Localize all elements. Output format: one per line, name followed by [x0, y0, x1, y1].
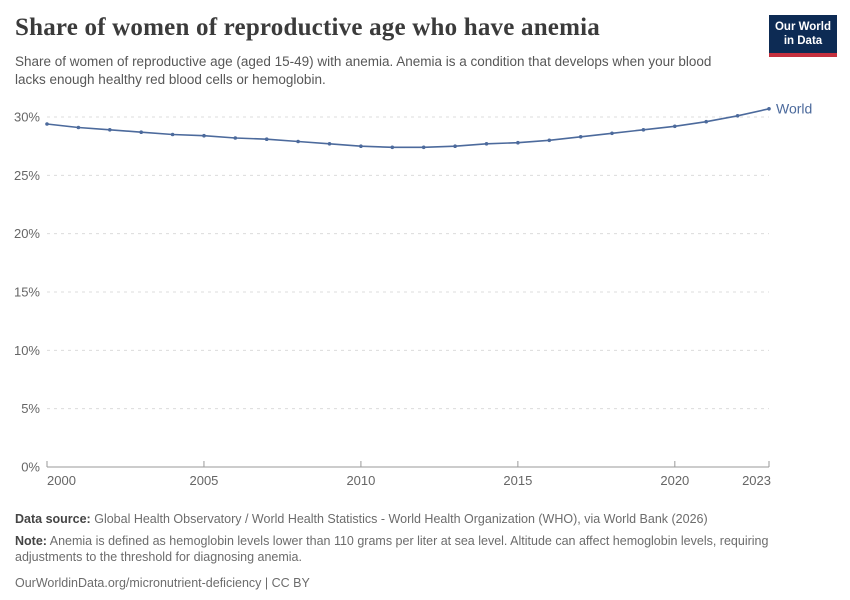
- series-world[interactable]: [45, 107, 771, 150]
- svg-text:30%: 30%: [14, 110, 40, 125]
- data-point-marker: [704, 119, 708, 124]
- footer-link[interactable]: OurWorldinData.org/micronutrient-deficie…: [15, 575, 310, 590]
- data-point-marker: [610, 131, 614, 136]
- data-point-marker: [202, 133, 206, 138]
- note-label: Note:: [15, 533, 47, 548]
- data-point-marker: [453, 144, 457, 148]
- data-point-marker: [139, 130, 143, 134]
- note-line: Note: Anemia is defined as hemoglobin le…: [15, 533, 835, 566]
- chart-subtitle: Share of women of reproductive age (aged…: [15, 54, 712, 88]
- svg-text:20%: 20%: [14, 226, 40, 241]
- data-point-marker: [578, 135, 583, 139]
- data-source-line: Data source: Global Health Observatory /…: [15, 511, 835, 528]
- note-text: Anemia is defined as hemoglobin levels l…: [15, 533, 769, 565]
- chart-footer: Data source: Global Health Observatory /…: [15, 511, 835, 597]
- svg-text:0%: 0%: [21, 460, 40, 475]
- data-point-marker: [673, 124, 677, 129]
- world-line: [46, 108, 770, 149]
- data-point-marker: [233, 136, 238, 140]
- page-title: Share of women of reproductive age who h…: [15, 14, 600, 41]
- svg-text:2000: 2000: [47, 473, 76, 488]
- data-source-text: Global Health Observatory / World Health…: [94, 512, 708, 526]
- data-point-marker: [641, 128, 646, 132]
- series-end-label[interactable]: World: [776, 100, 812, 116]
- x-axis: [46, 461, 770, 468]
- owid-logo-text: Our World in Data: [769, 15, 837, 53]
- data-point-marker: [516, 140, 520, 145]
- data-point-marker: [547, 138, 552, 143]
- data-source-label: Data source:: [15, 512, 91, 526]
- svg-text:2020: 2020: [660, 473, 689, 488]
- svg-text:25%: 25%: [14, 168, 40, 183]
- owid-logo-stripe: [769, 52, 837, 57]
- svg-text:2023: 2023: [742, 473, 771, 488]
- data-point-marker: [359, 144, 363, 148]
- data-point-marker: [421, 145, 426, 150]
- data-point-marker: [264, 137, 269, 141]
- data-point-marker: [767, 107, 771, 111]
- owid-logo: Our World in Data: [769, 15, 837, 57]
- svg-text:15%: 15%: [14, 285, 40, 300]
- svg-text:2010: 2010: [346, 473, 375, 488]
- data-point-marker: [76, 125, 81, 130]
- data-point-marker: [390, 145, 395, 150]
- svg-text:5%: 5%: [21, 401, 40, 416]
- data-point-marker: [45, 122, 49, 126]
- data-point-marker: [327, 142, 332, 146]
- svg-text:10%: 10%: [14, 343, 40, 358]
- data-point-marker: [296, 139, 300, 144]
- data-point-marker: [735, 114, 740, 118]
- data-point-marker: [484, 142, 489, 146]
- svg-text:2005: 2005: [189, 473, 218, 488]
- svg-text:2015: 2015: [503, 473, 532, 488]
- data-point-marker: [108, 128, 112, 132]
- y-axis-labels: 0% 5% 10% 15% 20% 25% 30%: [14, 110, 40, 475]
- data-point-marker: [170, 132, 175, 137]
- x-axis-labels: 2000 2005 2010 2015 2020 2023: [47, 473, 771, 488]
- y-gridlines: [47, 116, 769, 410]
